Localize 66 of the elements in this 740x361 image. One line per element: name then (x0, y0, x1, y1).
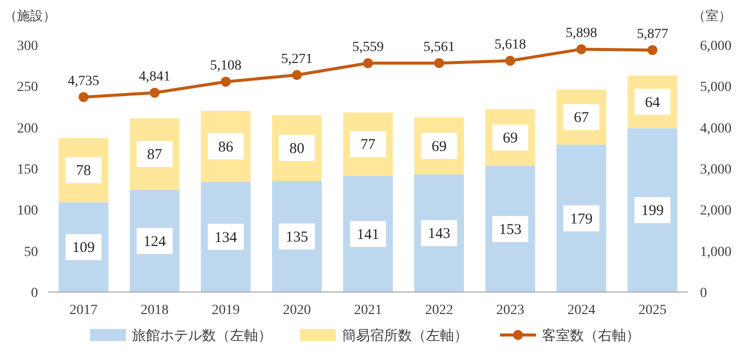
bar (556, 144, 606, 292)
y-tick-label: 300 (17, 39, 38, 54)
x-tick-label: 2023 (496, 303, 524, 318)
x-tick-label: 2021 (354, 303, 382, 318)
data-label: 78 (76, 163, 92, 180)
data-label: 199 (641, 203, 664, 220)
x-tick-label: 2019 (212, 303, 240, 318)
data-label: 5,271 (281, 52, 313, 68)
data-label: 86 (218, 139, 234, 156)
data-label: 5,618 (494, 38, 526, 53)
data-label: 4,735 (68, 74, 100, 90)
bar (628, 128, 678, 292)
y2-tick-label: 0 (700, 286, 707, 301)
y2-axis-title: （室） (692, 8, 732, 23)
x-tick-label: 2024 (567, 303, 596, 318)
x-tick-label: 2025 (638, 303, 666, 318)
data-label: 77 (360, 137, 376, 154)
y-tick-label: 150 (17, 162, 38, 178)
data-label: 141 (356, 226, 380, 243)
legend-label: 簡易宿所数（左軸） (342, 328, 468, 344)
data-label: 179 (570, 211, 593, 228)
point (434, 58, 444, 68)
y-tick-label: 250 (17, 80, 38, 96)
y-axis-title: （施設） (4, 8, 56, 23)
y2-tick-label: 4,000 (700, 121, 732, 136)
y2-tick-label: 1,000 (700, 244, 732, 260)
data-label: 80 (289, 140, 304, 157)
data-label: 134 (214, 230, 238, 246)
data-label: 4,841 (138, 70, 170, 85)
point (363, 58, 373, 68)
point (505, 56, 516, 66)
data-label: 5,559 (352, 40, 384, 56)
x-tick-label: 2018 (140, 303, 169, 318)
data-label: 5,877 (636, 27, 668, 42)
data-label: 69 (502, 130, 518, 147)
y2-tick-label: 6,000 (700, 39, 732, 54)
data-label: 5,561 (423, 40, 455, 56)
data-label: 69 (432, 138, 447, 155)
y-tick-label: 200 (17, 121, 38, 136)
data-label: 153 (498, 222, 522, 238)
y2-tick-label: 2,000 (700, 204, 732, 219)
point (292, 70, 302, 80)
data-label: 64 (644, 94, 660, 111)
point (150, 88, 160, 98)
data-label: 143 (428, 226, 450, 242)
y-tick-label: 0 (31, 286, 38, 301)
data-label: 124 (143, 234, 166, 250)
point (220, 76, 231, 87)
data-label: 135 (286, 229, 308, 246)
point (576, 44, 586, 54)
x-tick-label: 2022 (425, 303, 454, 318)
point (78, 92, 89, 102)
data-label: 5,898 (566, 26, 598, 42)
x-tick-label: 2017 (70, 303, 98, 318)
y2-tick-label: 3,000 (700, 162, 732, 178)
data-label: 87 (147, 147, 163, 164)
x-tick-label: 2020 (282, 303, 311, 318)
legend-label: 客室数（右軸） (542, 328, 640, 344)
y-tick-label: 100 (17, 204, 38, 219)
legend-label: 旅館ホテル数（左軸） (132, 328, 272, 344)
data-label: 109 (72, 240, 95, 256)
y2-tick-label: 5,000 (700, 80, 732, 96)
y-tick-label: 50 (24, 244, 38, 260)
point (647, 45, 658, 56)
data-label: 5,108 (210, 58, 242, 74)
data-label: 67 (574, 110, 590, 126)
